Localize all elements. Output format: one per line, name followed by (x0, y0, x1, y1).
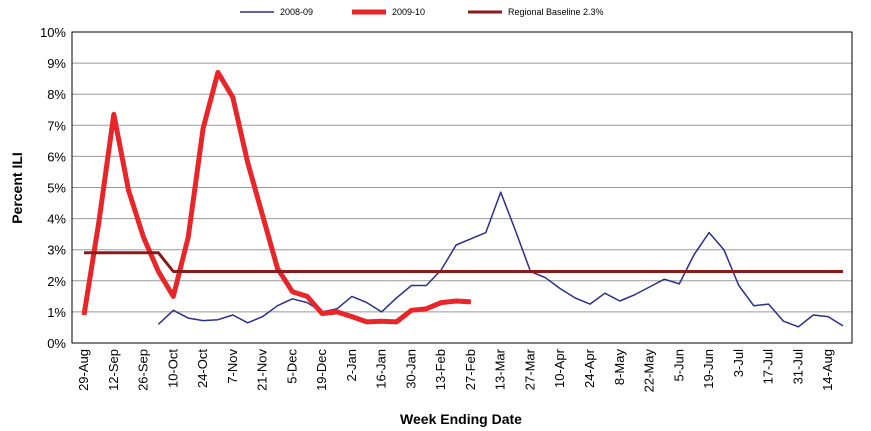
x-tick-label: 31-Jul (790, 349, 805, 385)
series-line (84, 251, 843, 273)
x-tick-label: 26-Sep (136, 349, 151, 391)
x-tick-label: 14-Aug (820, 349, 835, 391)
y-axis-title: Percent ILI (9, 152, 25, 224)
y-tick-label: 1% (47, 305, 66, 320)
legend-label: 2008-09 (280, 7, 313, 17)
plot-frame (71, 31, 853, 344)
x-tick-label: 21-Nov (255, 349, 270, 391)
x-tick-label: 17-Jul (761, 349, 776, 385)
x-tick-label: 16-Jan (374, 349, 389, 389)
y-tick-label: 6% (47, 149, 66, 164)
y-tick-label: 8% (47, 87, 66, 102)
y-tick-label: 5% (47, 181, 66, 196)
legend-label: 2009-10 (392, 7, 425, 17)
x-tick-label: 27-Feb (463, 349, 478, 390)
x-tick-label: 3-Jul (731, 349, 746, 377)
x-tick-label: 13-Feb (433, 349, 448, 390)
y-tick-label: 3% (47, 243, 66, 258)
x-tick-label: 5-Jun (671, 349, 686, 382)
x-tick-label: 8-May (612, 349, 627, 386)
x-tick-label: 22-May (642, 349, 657, 393)
x-tick-label: 10-Oct (165, 349, 180, 388)
series-line (157, 191, 844, 328)
x-tick-label: 5-Dec (284, 349, 299, 384)
y-tick-label: 9% (47, 56, 66, 71)
y-tick-label: 10% (40, 25, 66, 40)
series-line (81, 69, 472, 325)
x-tick-label: 7-Nov (225, 349, 240, 384)
y-tick-label: 2% (47, 274, 66, 289)
y-tick-label: 7% (47, 118, 66, 133)
x-tick-label: 30-Jan (403, 349, 418, 389)
x-tick-label: 19-Dec (314, 349, 329, 391)
x-tick-label: 24-Oct (195, 349, 210, 388)
x-tick-label: 13-Mar (493, 348, 508, 390)
x-axis-title: Week Ending Date (400, 411, 522, 427)
y-tick-label: 4% (47, 212, 66, 227)
x-tick-label: 27-Mar (522, 348, 537, 390)
x-tick-label: 24-Apr (582, 348, 597, 388)
x-tick-label: 19-Jun (701, 349, 716, 389)
x-tick-label: 29-Aug (76, 349, 91, 391)
legend-label: Regional Baseline 2.3% (508, 7, 604, 17)
x-tick-label: 2-Jan (344, 349, 359, 382)
x-tick-label: 10-Apr (552, 348, 567, 388)
x-tick-label: 12-Sep (106, 349, 121, 391)
y-tick-label: 0% (47, 336, 66, 351)
